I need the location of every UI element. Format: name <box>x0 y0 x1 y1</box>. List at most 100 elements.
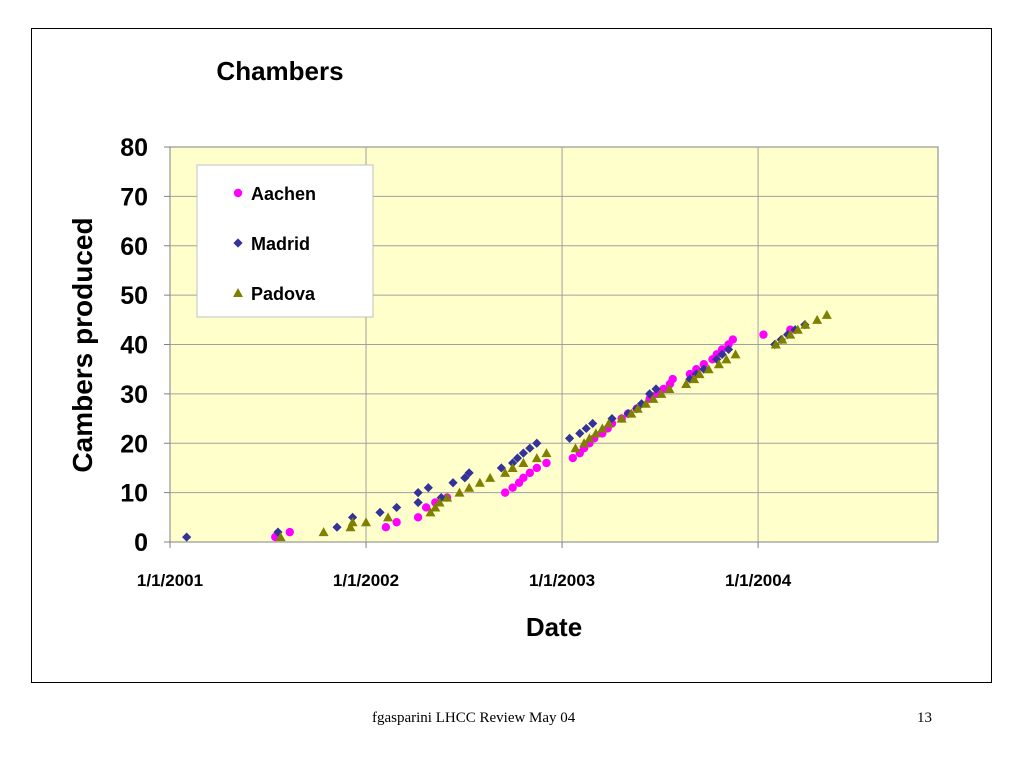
madrid-point <box>448 478 458 488</box>
padova-point <box>430 502 441 512</box>
madrid-point <box>496 463 506 473</box>
madrid-point <box>413 488 423 498</box>
padova-point <box>474 477 485 487</box>
y-tick-label: 40 <box>120 332 148 360</box>
padova-point <box>812 314 823 324</box>
padova-point <box>632 403 643 413</box>
aachen-point <box>519 473 528 483</box>
padova-point <box>464 482 475 492</box>
madrid-point <box>564 433 575 443</box>
x-tick-label: 1/1/2003 <box>529 571 595 590</box>
padova-point <box>640 398 651 408</box>
padova-point <box>500 467 511 477</box>
aachen-point <box>392 518 401 527</box>
aachen-point <box>285 527 294 537</box>
padova-point <box>507 462 518 472</box>
padova-point <box>603 418 614 428</box>
aachen-point <box>668 374 677 384</box>
aachen-point <box>685 369 695 379</box>
y-tick-label: 10 <box>120 480 148 508</box>
padova-point <box>347 517 358 527</box>
madrid-point <box>581 423 591 434</box>
madrid-point <box>423 483 433 493</box>
padova-point <box>703 364 714 374</box>
x-axis-label: Date <box>526 612 582 642</box>
padova-point <box>579 438 590 448</box>
padova-point <box>383 512 394 522</box>
madrid-point <box>717 349 727 359</box>
aachen-point <box>532 463 542 473</box>
axis-layer: 0 10 20 30 40 50 60 70 80 1/1/2001 1/1/2002 1/1/200… <box>120 134 792 590</box>
padova-point <box>590 428 601 438</box>
footer-text: fgasparini LHCC Review May 04 <box>372 710 576 726</box>
padova-point <box>485 472 496 482</box>
padova-point <box>770 339 781 349</box>
legend-marker-aachen <box>233 188 243 198</box>
padova-point <box>345 522 356 532</box>
aachen-point <box>568 453 577 463</box>
aachen-point <box>413 513 423 522</box>
madrid-point <box>392 502 402 513</box>
padova-point <box>721 354 732 364</box>
padova-point <box>454 487 465 497</box>
legend-label-madrid: Madrid <box>251 234 310 254</box>
madrid-point <box>588 418 598 429</box>
padova-point <box>648 393 659 403</box>
padova-point <box>361 517 372 527</box>
aachen-point <box>699 360 709 369</box>
legend: Aachen Madrid Padova <box>196 164 374 318</box>
aachen-point <box>421 503 431 512</box>
padova-point <box>626 408 637 418</box>
y-tick-label: 30 <box>120 381 148 409</box>
legend-marker-madrid <box>233 238 243 248</box>
chart-title: Chambers <box>216 56 343 86</box>
padova-point <box>664 383 675 393</box>
padova-point <box>681 379 692 388</box>
padova-point <box>694 369 705 379</box>
series-padova <box>275 309 832 542</box>
y-axis-label: Cambers produced <box>67 217 98 472</box>
aachen-point <box>381 522 391 532</box>
y-tick-label: 80 <box>120 134 148 162</box>
aachen-point <box>759 330 768 339</box>
madrid-point <box>332 522 342 532</box>
aachen-point <box>542 458 551 468</box>
y-tick-label: 60 <box>120 233 148 261</box>
madrid-point <box>375 507 385 517</box>
aachen-point <box>712 350 721 359</box>
madrid-point <box>607 413 617 424</box>
padova-point <box>689 374 700 384</box>
y-tick-label: 20 <box>120 430 148 458</box>
x-tick-label: 1/1/2001 <box>137 571 203 590</box>
aachen-point <box>500 488 510 497</box>
madrid-point <box>460 473 470 483</box>
y-tick-label: 0 <box>134 529 148 557</box>
padova-point <box>821 309 832 319</box>
y-tick-label: 50 <box>120 282 148 310</box>
legend-label-padova: Padova <box>251 284 316 304</box>
padova-point <box>541 448 552 458</box>
padova-point <box>434 497 445 507</box>
legend-box <box>196 164 374 318</box>
padova-point <box>425 507 436 517</box>
madrid-point <box>512 453 523 463</box>
chart-frame <box>31 28 992 683</box>
page-number: 13 <box>917 710 932 726</box>
madrid-point <box>532 438 542 448</box>
y-tick-label: 70 <box>120 183 148 211</box>
padova-point <box>656 388 667 398</box>
x-tick-label: 1/1/2004 <box>725 571 792 590</box>
padova-point <box>518 458 529 467</box>
aachen-point <box>728 335 738 344</box>
madrid-point <box>575 428 585 438</box>
madrid-point <box>182 532 192 542</box>
madrid-point <box>723 344 734 355</box>
padova-point <box>616 413 627 423</box>
aachen-point <box>525 468 535 478</box>
legend-marker-padova <box>233 288 243 297</box>
padova-point <box>800 319 811 329</box>
aachen-point <box>717 345 727 354</box>
madrid-point <box>651 384 661 394</box>
padova-point <box>713 359 724 369</box>
